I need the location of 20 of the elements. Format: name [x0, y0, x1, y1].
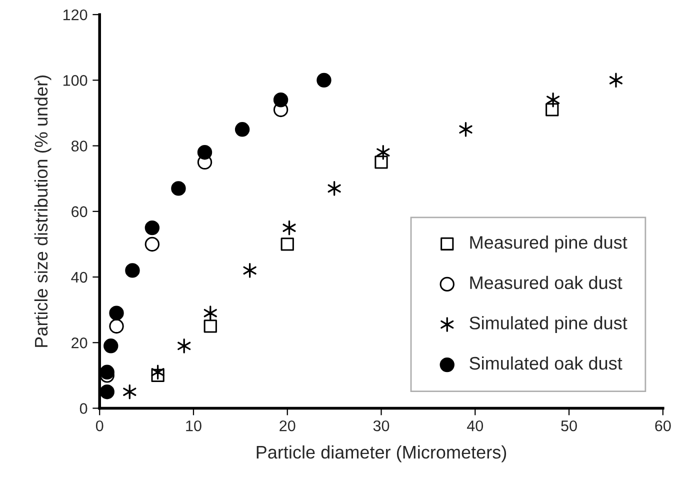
legend-label: Measured oak dust — [470, 276, 622, 290]
y-tick-label: 20 — [72, 338, 88, 348]
x-tick-label: 10 — [186, 420, 202, 432]
x-tick-label: 20 — [280, 420, 296, 432]
y-tick-label: 60 — [72, 206, 88, 218]
x-tick-label: 60 — [655, 420, 671, 432]
y-axis-title: Particle size distribution (% under) — [34, 76, 52, 347]
x-tick-label: 40 — [466, 420, 484, 432]
x-tick-label: 50 — [561, 420, 577, 432]
x-tick-label: 30 — [373, 420, 390, 432]
x-axis-title: Particle diameter (Micrometers) — [256, 445, 506, 462]
legend-label: Simulated oak dust — [470, 356, 622, 370]
legend-label: Measured pine dust — [470, 236, 628, 252]
y-tick-label: 100 — [63, 75, 88, 86]
legend-label: Simulated pine dust — [470, 316, 628, 333]
y-tick-label: 80 — [71, 140, 88, 152]
y-tick-label: 40 — [71, 272, 88, 283]
x-tick-label: 0 — [96, 420, 104, 432]
y-tick-label: 120 — [63, 9, 88, 20]
y-tick-label: 0 — [80, 403, 88, 414]
